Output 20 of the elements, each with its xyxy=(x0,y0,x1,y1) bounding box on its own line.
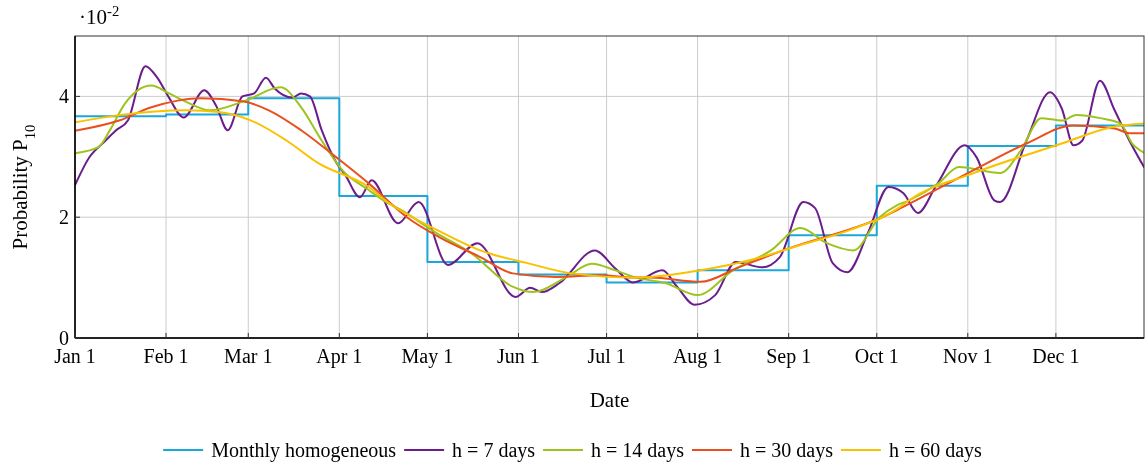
x-tick-label: Dec 1 xyxy=(1032,345,1080,367)
text: ·10$^{-2}$ xyxy=(79,3,120,29)
legend-label: h = 7 days xyxy=(452,439,536,462)
x-tick-label: Sep 1 xyxy=(766,345,812,368)
x-tick-label: Apr 1 xyxy=(316,345,363,368)
y-tick-label: 2 xyxy=(59,206,69,229)
x-tick-label: Jul 1 xyxy=(587,345,626,367)
legend-label: h = 60 days xyxy=(888,439,983,462)
x-tick-label: Feb 1 xyxy=(143,345,189,367)
legend-label: Monthly homogeneous xyxy=(211,439,397,462)
x-tick-label: Nov 1 xyxy=(943,345,993,367)
x-axis-title: Date xyxy=(589,388,630,412)
legend-label: h = 14 days xyxy=(591,439,685,462)
x-tick-label: Aug 1 xyxy=(672,345,723,368)
x-tick-label: Jun 1 xyxy=(497,345,540,367)
legend-label: h = 30 days xyxy=(740,439,834,462)
y-tick-label: 4 xyxy=(59,85,69,108)
x-tick-label: Mar 1 xyxy=(224,345,273,367)
x-tick-label: May 1 xyxy=(401,345,454,368)
x-tick-label: Oct 1 xyxy=(854,345,899,367)
